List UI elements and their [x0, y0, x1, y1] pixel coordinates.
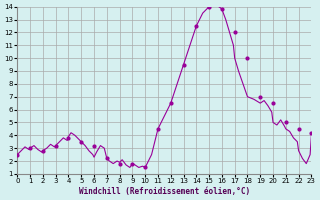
X-axis label: Windchill (Refroidissement éolien,°C): Windchill (Refroidissement éolien,°C) — [79, 187, 250, 196]
